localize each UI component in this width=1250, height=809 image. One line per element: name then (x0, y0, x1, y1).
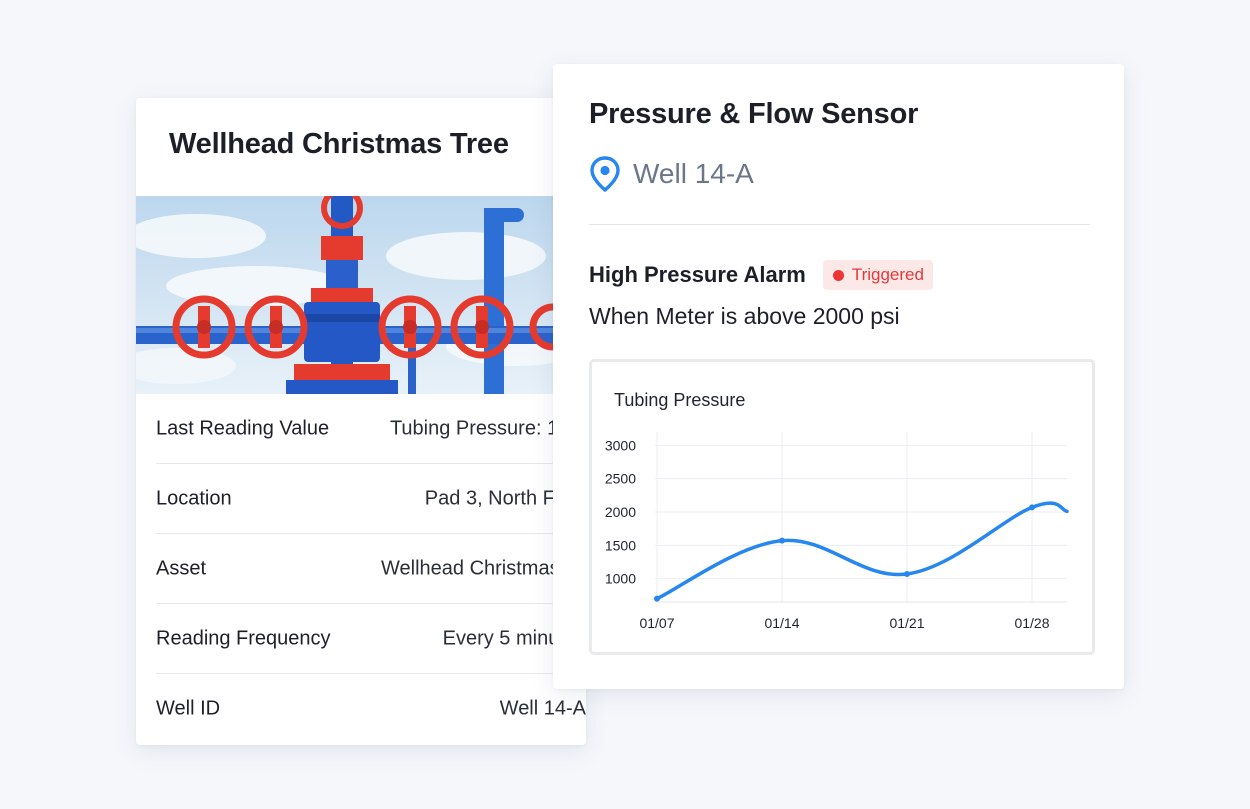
detail-value: Wellhead Christmas Tree (381, 557, 586, 579)
wellhead-photo (136, 196, 553, 394)
detail-row-last-reading: Last Reading Value Tubing Pressure: 1,85 (156, 394, 586, 464)
divider (589, 224, 1090, 225)
detail-label: Asset (156, 557, 207, 579)
detail-label: Last Reading Value (156, 417, 330, 439)
location-text: Well 14-A (633, 158, 754, 189)
detail-row-asset: Asset Wellhead Christmas Tree (156, 534, 586, 604)
data-point (654, 595, 660, 602)
y-tick-label: 2000 (605, 504, 636, 520)
sensor-title: Pressure & Flow Sensor (589, 98, 919, 130)
alarm-condition: When Meter is above 2000 psi (589, 303, 900, 329)
y-tick-label: 2500 (605, 471, 636, 487)
alarm-header: High Pressure Alarm Triggered (589, 260, 933, 290)
detail-value: Tubing Pressure: 1,85 (389, 417, 586, 439)
asset-title: Wellhead Christmas Tree (169, 128, 509, 160)
detail-label: Reading Frequency (156, 627, 331, 649)
detail-label: Location (156, 487, 232, 509)
alarm-name: High Pressure Alarm (589, 262, 806, 287)
x-tick-label: 01/07 (639, 615, 674, 631)
chart-title: Tubing Pressure (614, 390, 745, 410)
asset-card: Wellhead Christmas Tree (136, 98, 586, 745)
series-line (655, 501, 1069, 601)
status-text: Triggered (851, 265, 924, 284)
sensor-card: Pressure & Flow Sensor Well 14-A High Pr… (553, 64, 1124, 689)
y-tick-label: 1500 (605, 537, 636, 553)
detail-row-location: Location Pad 3, North Field (156, 464, 586, 534)
y-tick-label: 1000 (605, 571, 636, 587)
detail-value: Every 5 minutes (442, 627, 586, 649)
status-badge: Triggered (822, 260, 933, 290)
detail-value: Well 14-A (499, 697, 586, 719)
detail-value: Pad 3, North Field (424, 487, 586, 509)
asset-details: Last Reading Value Tubing Pressure: 1,85… (156, 394, 586, 743)
x-tick-label: 01/28 (1014, 615, 1049, 631)
sensor-location: Well 14-A (589, 156, 754, 192)
map-pin-icon (590, 156, 620, 192)
detail-label: Well ID (156, 697, 221, 719)
detail-row-reading-frequency: Reading Frequency Every 5 minutes (156, 604, 586, 674)
y-tick-label: 3000 (605, 437, 636, 453)
x-tick-label: 01/21 (889, 615, 924, 631)
chart-svg: Tubing Pressure 3000 2500 2000 1500 1000 01/0… (605, 390, 1069, 631)
data-point (779, 537, 785, 544)
detail-row-well-id: Well ID Well 14-A (156, 674, 586, 743)
status-dot-icon (832, 269, 844, 281)
data-point (1029, 504, 1035, 511)
x-tick-label: 01/14 (764, 615, 799, 631)
pressure-chart: Tubing Pressure 3000 2500 2000 1500 1000 01/0… (589, 359, 1095, 655)
data-point (904, 571, 910, 577)
